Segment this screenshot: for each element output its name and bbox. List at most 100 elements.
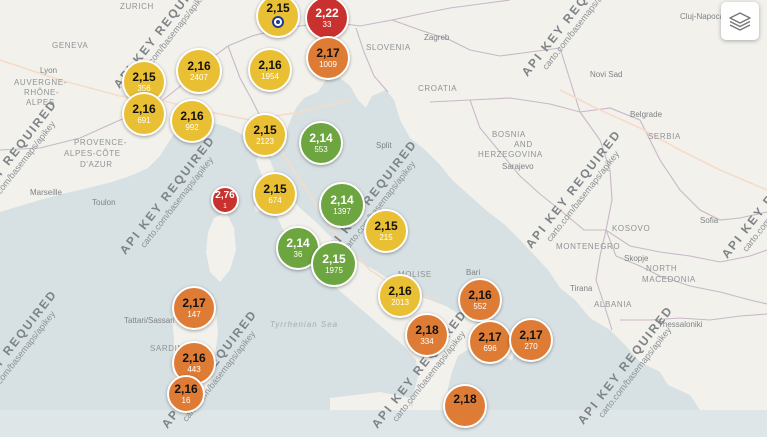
cluster-marker[interactable]: 2,16 2013 <box>378 274 422 318</box>
cluster-marker[interactable]: 2,15 215 <box>364 209 408 253</box>
marker-value: 2,15 <box>374 219 398 233</box>
map-label: BOSNIA <box>492 130 526 139</box>
cluster-marker[interactable]: 2,17 147 <box>172 286 216 330</box>
marker-value: 2,18 <box>453 392 477 406</box>
map-label: SLOVENIA <box>366 43 411 52</box>
map-label: CROATIA <box>418 84 458 93</box>
land-corsica <box>206 212 236 282</box>
marker-value: 2,18 <box>415 323 439 337</box>
map-label: Novi Sad <box>590 70 623 79</box>
cluster-marker[interactable]: 2,14 553 <box>299 121 343 165</box>
land-sicily <box>330 392 412 410</box>
marker-count: 552 <box>473 302 487 311</box>
map-label: RHÔNE- <box>24 88 60 97</box>
cluster-marker[interactable]: 2,16 2407 <box>176 48 222 94</box>
marker-count: 992 <box>185 123 199 132</box>
marker-count: 1397 <box>333 207 351 216</box>
marker-value: 2,16 <box>468 288 492 302</box>
marker-count: 16 <box>181 396 191 405</box>
map-label: Marseille <box>30 188 63 197</box>
marker-value: 2,14 <box>309 131 333 145</box>
map-label: Toulon <box>92 198 116 207</box>
marker-value: 2,16 <box>258 58 282 72</box>
cluster-marker[interactable]: 2,16 691 <box>122 92 166 136</box>
marker-value: 2,16 <box>180 109 204 123</box>
map-label: MONTENEGRO <box>556 242 621 251</box>
marker-count: 334 <box>420 337 434 346</box>
marker-count: 1975 <box>325 266 343 275</box>
map-label: MOLISE <box>398 270 432 279</box>
map-label: Tirana <box>570 284 593 293</box>
marker-value: 2,15 <box>266 1 290 15</box>
cluster-marker[interactable]: 2,18 334 <box>405 313 449 357</box>
cluster-marker[interactable]: 2,18 <box>443 384 487 428</box>
marker-value: 2,15 <box>132 70 156 84</box>
map-label: Split <box>376 141 392 150</box>
cluster-marker[interactable]: 2,16 552 <box>458 278 502 322</box>
map-label: Bari <box>466 268 481 277</box>
cluster-marker[interactable]: 2,16 16 <box>167 375 205 413</box>
marker-count: 33 <box>322 20 332 29</box>
marker-value: 2,15 <box>263 182 287 196</box>
marker-count: 696 <box>483 344 497 353</box>
map-label: Sofia <box>700 216 719 225</box>
cluster-marker[interactable]: 2,76 1 <box>211 186 239 214</box>
location-pin-icon <box>272 16 284 28</box>
map-label: ZURICH <box>120 2 154 11</box>
marker-value: 2,15 <box>322 252 346 266</box>
map-label: Skopje <box>624 254 649 263</box>
map-label: AND <box>514 140 533 149</box>
marker-count: 36 <box>293 250 303 259</box>
map-label: Belgrade <box>630 110 663 119</box>
map-label: HERZEGOVINA <box>478 150 543 159</box>
map-label: Thessaloniki <box>658 320 703 329</box>
cluster-marker[interactable]: 2,15 1975 <box>311 241 357 287</box>
map-label: ALPES <box>26 98 55 107</box>
map-label: D'AZUR <box>80 160 113 169</box>
marker-count: 270 <box>524 342 538 351</box>
map-label: Sarajevo <box>502 162 534 171</box>
marker-count: 691 <box>137 116 151 125</box>
map-label: Cluj-Napoca <box>680 12 725 21</box>
marker-value: 2,14 <box>330 193 354 207</box>
marker-value: 2,14 <box>286 236 310 250</box>
marker-count: 2407 <box>190 73 208 82</box>
cluster-marker[interactable]: 2,14 1397 <box>319 182 365 228</box>
marker-count: 215 <box>379 233 393 242</box>
map-label: ALPES-CÔTE <box>64 149 121 158</box>
map-label: Zagreb <box>424 33 450 42</box>
map-label: Lyon <box>40 66 58 75</box>
marker-count: 553 <box>314 145 328 154</box>
layer-switcher-button[interactable] <box>721 2 759 40</box>
marker-value: 2,17 <box>182 296 206 310</box>
cluster-marker[interactable]: 2,15 674 <box>253 172 297 216</box>
marker-value: 2,17 <box>316 46 340 60</box>
map-label: SARDINIA <box>150 344 193 353</box>
marker-value: 2,16 <box>174 382 198 396</box>
cluster-marker[interactable]: 2,16 992 <box>170 99 214 143</box>
map-label: KOSOVO <box>612 224 651 233</box>
marker-value: 2,15 <box>253 123 277 137</box>
map-label: NORTH <box>646 264 678 273</box>
layers-icon <box>729 12 751 31</box>
adriatic-sea <box>314 78 604 360</box>
marker-value: 2,17 <box>519 328 543 342</box>
cluster-marker[interactable]: 2,16 1954 <box>248 48 292 92</box>
cluster-marker[interactable]: 2,15 2123 <box>243 113 287 157</box>
marker-count: 147 <box>187 310 201 319</box>
cluster-marker[interactable]: 2,15 <box>256 0 300 38</box>
cluster-marker[interactable]: 2,17 270 <box>509 318 553 362</box>
marker-count: 1954 <box>261 72 279 81</box>
map-label: MACEDONIA <box>642 275 696 284</box>
marker-count: 443 <box>187 365 201 374</box>
cluster-marker[interactable]: 2,17 696 <box>468 320 512 364</box>
map-label: ALBANIA <box>594 300 632 309</box>
map-label: Tyrrhenian Sea <box>270 320 339 329</box>
marker-value: 2,17 <box>478 330 502 344</box>
marker-value: 2,16 <box>187 59 211 73</box>
map-label: SERBIA <box>648 132 681 141</box>
marker-value: 2,76 <box>215 189 235 201</box>
cluster-marker[interactable]: 2,17 1009 <box>306 36 350 80</box>
cluster-marker[interactable]: 2,22 33 <box>305 0 349 40</box>
